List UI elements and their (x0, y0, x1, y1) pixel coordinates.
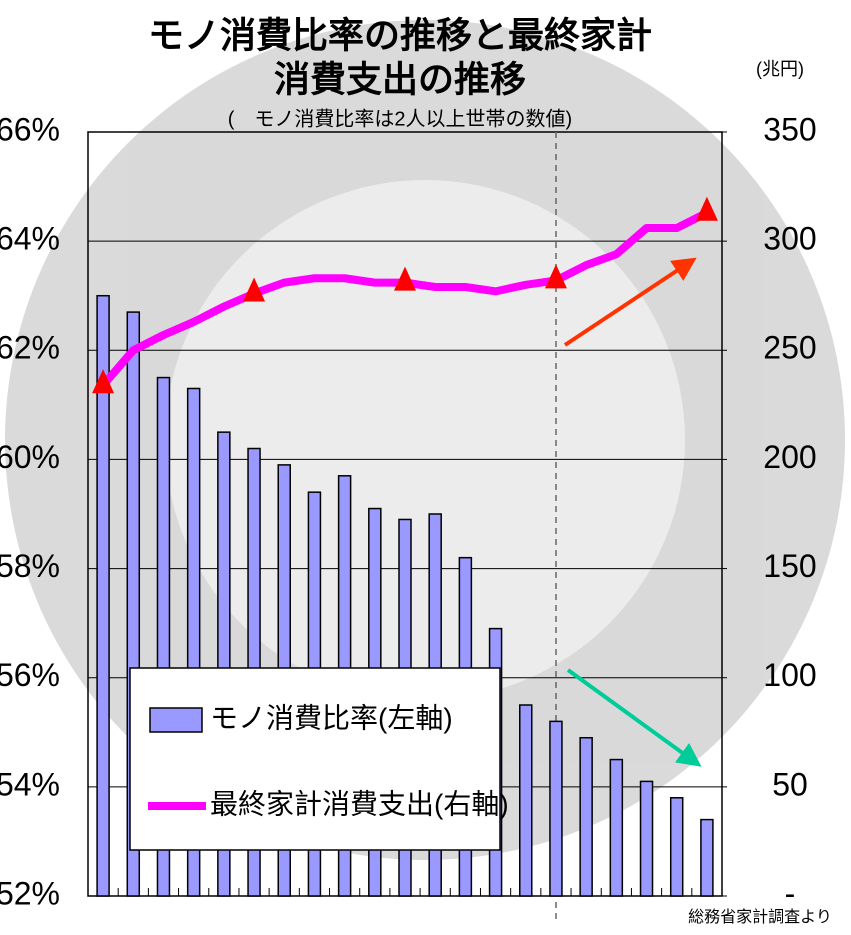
y2-tick-label: - (785, 875, 796, 911)
subtitle: ( モノ消費比率は2人以上世帯の数値) (228, 107, 572, 130)
y-tick-label: 54% (0, 766, 60, 802)
y2-tick-label: 200 (763, 439, 816, 475)
watermark (5, 20, 845, 860)
arrow (566, 668, 702, 767)
y-tick-label: 66% (0, 111, 60, 147)
marker (92, 369, 115, 394)
y-tick-label: 58% (0, 548, 60, 584)
bar (639, 780, 654, 897)
y-tick-label: 62% (0, 330, 60, 366)
bar (579, 736, 593, 897)
chart-title: 消費支出の推移 (274, 59, 526, 100)
legend (129, 667, 501, 851)
y-tick-label: 52% (0, 875, 60, 911)
bar (549, 720, 563, 897)
bar (700, 818, 714, 897)
axis-unit: (兆円) (756, 59, 804, 79)
y-tick-label: 56% (0, 657, 60, 693)
chart-title: モノ消費比率の推移と最終家計 (148, 15, 652, 56)
marker (394, 266, 416, 291)
y2-tick-label: 150 (763, 548, 816, 584)
y-tick-label: 60% (0, 439, 60, 475)
marker (695, 196, 718, 221)
y2-tick-label: 300 (763, 221, 816, 257)
source: 総務省家計調査より (688, 908, 832, 926)
bar (609, 758, 624, 897)
y2-tick-label: 250 (763, 330, 816, 366)
legend-swatch (149, 707, 203, 733)
y2-tick-label: 100 (763, 657, 816, 693)
bar (519, 704, 533, 897)
y2-tick-label: 50 (772, 766, 808, 802)
bar (96, 294, 110, 897)
marker (243, 277, 266, 302)
y-tick-label: 64% (0, 221, 60, 257)
bar (669, 797, 684, 897)
legend-label: モノ消費比率(左軸) (210, 702, 453, 733)
marker (544, 264, 567, 289)
legend-label: 最終家計消費支出(右軸) (210, 788, 509, 819)
arrow (563, 257, 697, 347)
y2-tick-label: 350 (763, 111, 816, 147)
